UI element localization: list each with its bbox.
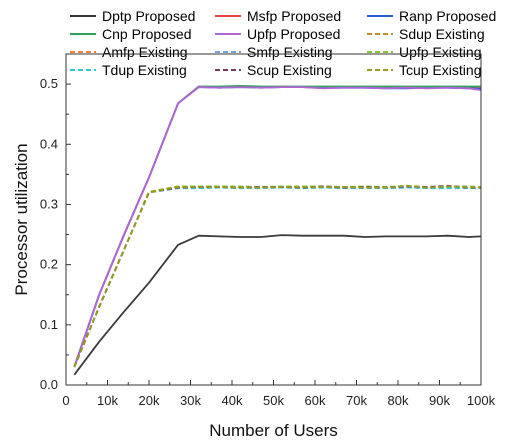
legend-item: Tcup Existing (367, 62, 481, 78)
legend-item: Upfp Proposed (215, 26, 340, 42)
series-line-cnp-proposed (73, 85, 481, 368)
series-line-upfp-proposed (73, 86, 482, 368)
y-tick-label: 0.4 (40, 136, 58, 151)
legend-item: Tdup Existing (70, 62, 187, 78)
legend-item: Scup Existing (215, 62, 332, 78)
x-tick-label: 90k (429, 393, 450, 408)
legend-label: Tcup Existing (399, 62, 481, 78)
series-line-smfp-existing (73, 186, 482, 368)
series-line-tdup-existing (73, 186, 481, 368)
x-axis: 0 10k 20k 30k 40k 50k 60k 70k 80k 90k 100k (62, 380, 496, 408)
legend-label: Smfp Existing (247, 44, 333, 60)
legend: Dptp Proposed Msfp Proposed Ranp Proposed C… (70, 8, 496, 78)
legend-label: Upfp Proposed (247, 26, 340, 42)
legend-item: Amfp Existing (70, 44, 188, 60)
legend-item: Upfp Existing (367, 44, 481, 60)
series-line-dptp-proposed (73, 234, 482, 376)
legend-label: Dptp Proposed (102, 8, 195, 24)
x-tick-label: 40k (222, 393, 243, 408)
y-tick-label: 0.5 (40, 76, 58, 91)
legend-item: Dptp Proposed (70, 8, 195, 24)
legend-item: Ranp Proposed (367, 8, 496, 24)
legend-label: Amfp Existing (102, 44, 188, 60)
series-line-amfp-existing (73, 185, 481, 368)
series-layer (73, 85, 482, 376)
x-axis-title: Number of Users (209, 421, 337, 440)
y-tick-label: 0.1 (40, 317, 58, 332)
series-line-sdup-existing (73, 185, 481, 368)
legend-label: Scup Existing (247, 62, 332, 78)
legend-label: Msfp Proposed (247, 8, 341, 24)
series-line-upfp-existing (73, 184, 482, 368)
legend-item: Sdup Existing (367, 26, 485, 42)
y-axis: 0.0 0.1 0.2 0.3 0.4 0.5 (40, 53, 71, 392)
legend-item: Smfp Existing (215, 44, 333, 60)
x-tick-label: 10k (97, 393, 118, 408)
series-line-scup-existing (73, 184, 481, 368)
x-tick-label: 20k (139, 393, 160, 408)
legend-label: Tdup Existing (102, 62, 187, 78)
x-tick-label: 60k (305, 393, 326, 408)
x-tick-label: 50k (263, 393, 284, 408)
legend-item: Cnp Proposed (70, 26, 192, 42)
legend-label: Sdup Existing (399, 26, 485, 42)
legend-label: Upfp Existing (399, 44, 481, 60)
series-line-msfp-proposed (73, 85, 482, 368)
y-tick-label: 0.0 (40, 377, 58, 392)
x-tick-label: 80k (388, 393, 409, 408)
y-tick-label: 0.3 (40, 196, 58, 211)
y-axis-title: Processor utilization (12, 143, 31, 295)
series-line-tcup-existing (73, 184, 482, 368)
series-line-ranp-proposed (73, 86, 482, 368)
x-tick-label: 100k (467, 393, 496, 408)
x-tick-label: 0 (62, 393, 69, 408)
legend-item: Msfp Proposed (215, 8, 341, 24)
legend-label: Cnp Proposed (102, 26, 192, 42)
plot-frame (65, 53, 482, 386)
legend-label: Ranp Proposed (399, 8, 496, 24)
x-tick-label: 70k (346, 393, 367, 408)
y-tick-label: 0.2 (40, 257, 58, 272)
x-tick-label: 30k (180, 393, 201, 408)
